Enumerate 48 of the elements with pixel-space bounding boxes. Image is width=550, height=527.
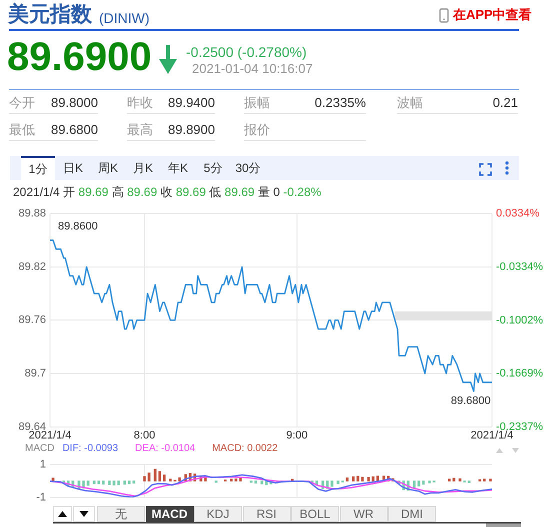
text: -0.2500 (-0.2780%): [186, 44, 307, 60]
y2-tick-label: -0.0334%: [496, 260, 544, 273]
y-tick-label: 89.7: [24, 368, 46, 380]
y-tick-label: 89.88: [18, 208, 46, 220]
tab: MACD: [146, 506, 194, 522]
tab: 无: [97, 506, 145, 522]
text: 月K: [132, 160, 154, 177]
table-cell: 振幅 0.2335%: [244, 95, 366, 114]
y-tick-label: -1: [36, 491, 46, 504]
annotation: 89.8600: [58, 220, 98, 233]
x-tick-label: 2021/1/4: [28, 429, 72, 442]
text: DEA: -0.0104: [135, 443, 196, 454]
table-cell: 波幅 0.21: [397, 95, 518, 114]
table-cell: 最高 89.8900: [127, 122, 215, 141]
text: 在APP中查看: [453, 7, 532, 23]
text: 2021/1/4 开 89.69 高 89.69 收 89.69 低 89.69 量 0 -0.28%: [13, 185, 322, 199]
x-tick-label: 8:00: [134, 429, 156, 442]
y-tick-label: 1: [40, 458, 46, 471]
tab: KDJ: [194, 506, 242, 522]
table-cell: 报价: [244, 122, 366, 141]
annotation: 89.6800: [450, 394, 491, 407]
table-cell: 昨收 89.9400: [127, 95, 215, 114]
text: 89.6900: [7, 35, 152, 79]
text: 2021-01-04 10:16:07: [192, 61, 313, 77]
tab: DMI: [388, 506, 436, 522]
tab: WR: [340, 506, 388, 522]
text: 年K: [166, 160, 189, 177]
y2-tick-label: -0.1002%: [496, 314, 544, 326]
table-cell: 最低 89.6800: [9, 122, 98, 141]
text: DIF: -0.0093: [62, 443, 118, 454]
y-tick-label: 89.82: [18, 260, 46, 273]
text: 美元指数: [8, 3, 92, 28]
text: (DINIW): [99, 10, 150, 26]
chart-title: MACD: [25, 443, 54, 454]
text: 5分: [202, 160, 224, 177]
table-cell: 今开 89.8000: [9, 95, 98, 114]
text: 日K: [62, 160, 84, 177]
x-tick-label: 2021/1/4: [470, 429, 514, 442]
y2-tick-label: 0.0334%: [496, 208, 540, 220]
tab: BOLL: [291, 506, 339, 522]
y2-tick-label: -0.1669%: [496, 368, 544, 380]
x-tick-label: 9:00: [286, 429, 308, 442]
text: 30分: [234, 160, 262, 177]
tab: 1分: [21, 156, 55, 180]
tab: RSI: [242, 506, 290, 522]
text: MACD: 0.0022: [212, 443, 278, 454]
y-tick-label: 89.76: [18, 314, 46, 326]
text: 周K: [96, 160, 119, 177]
